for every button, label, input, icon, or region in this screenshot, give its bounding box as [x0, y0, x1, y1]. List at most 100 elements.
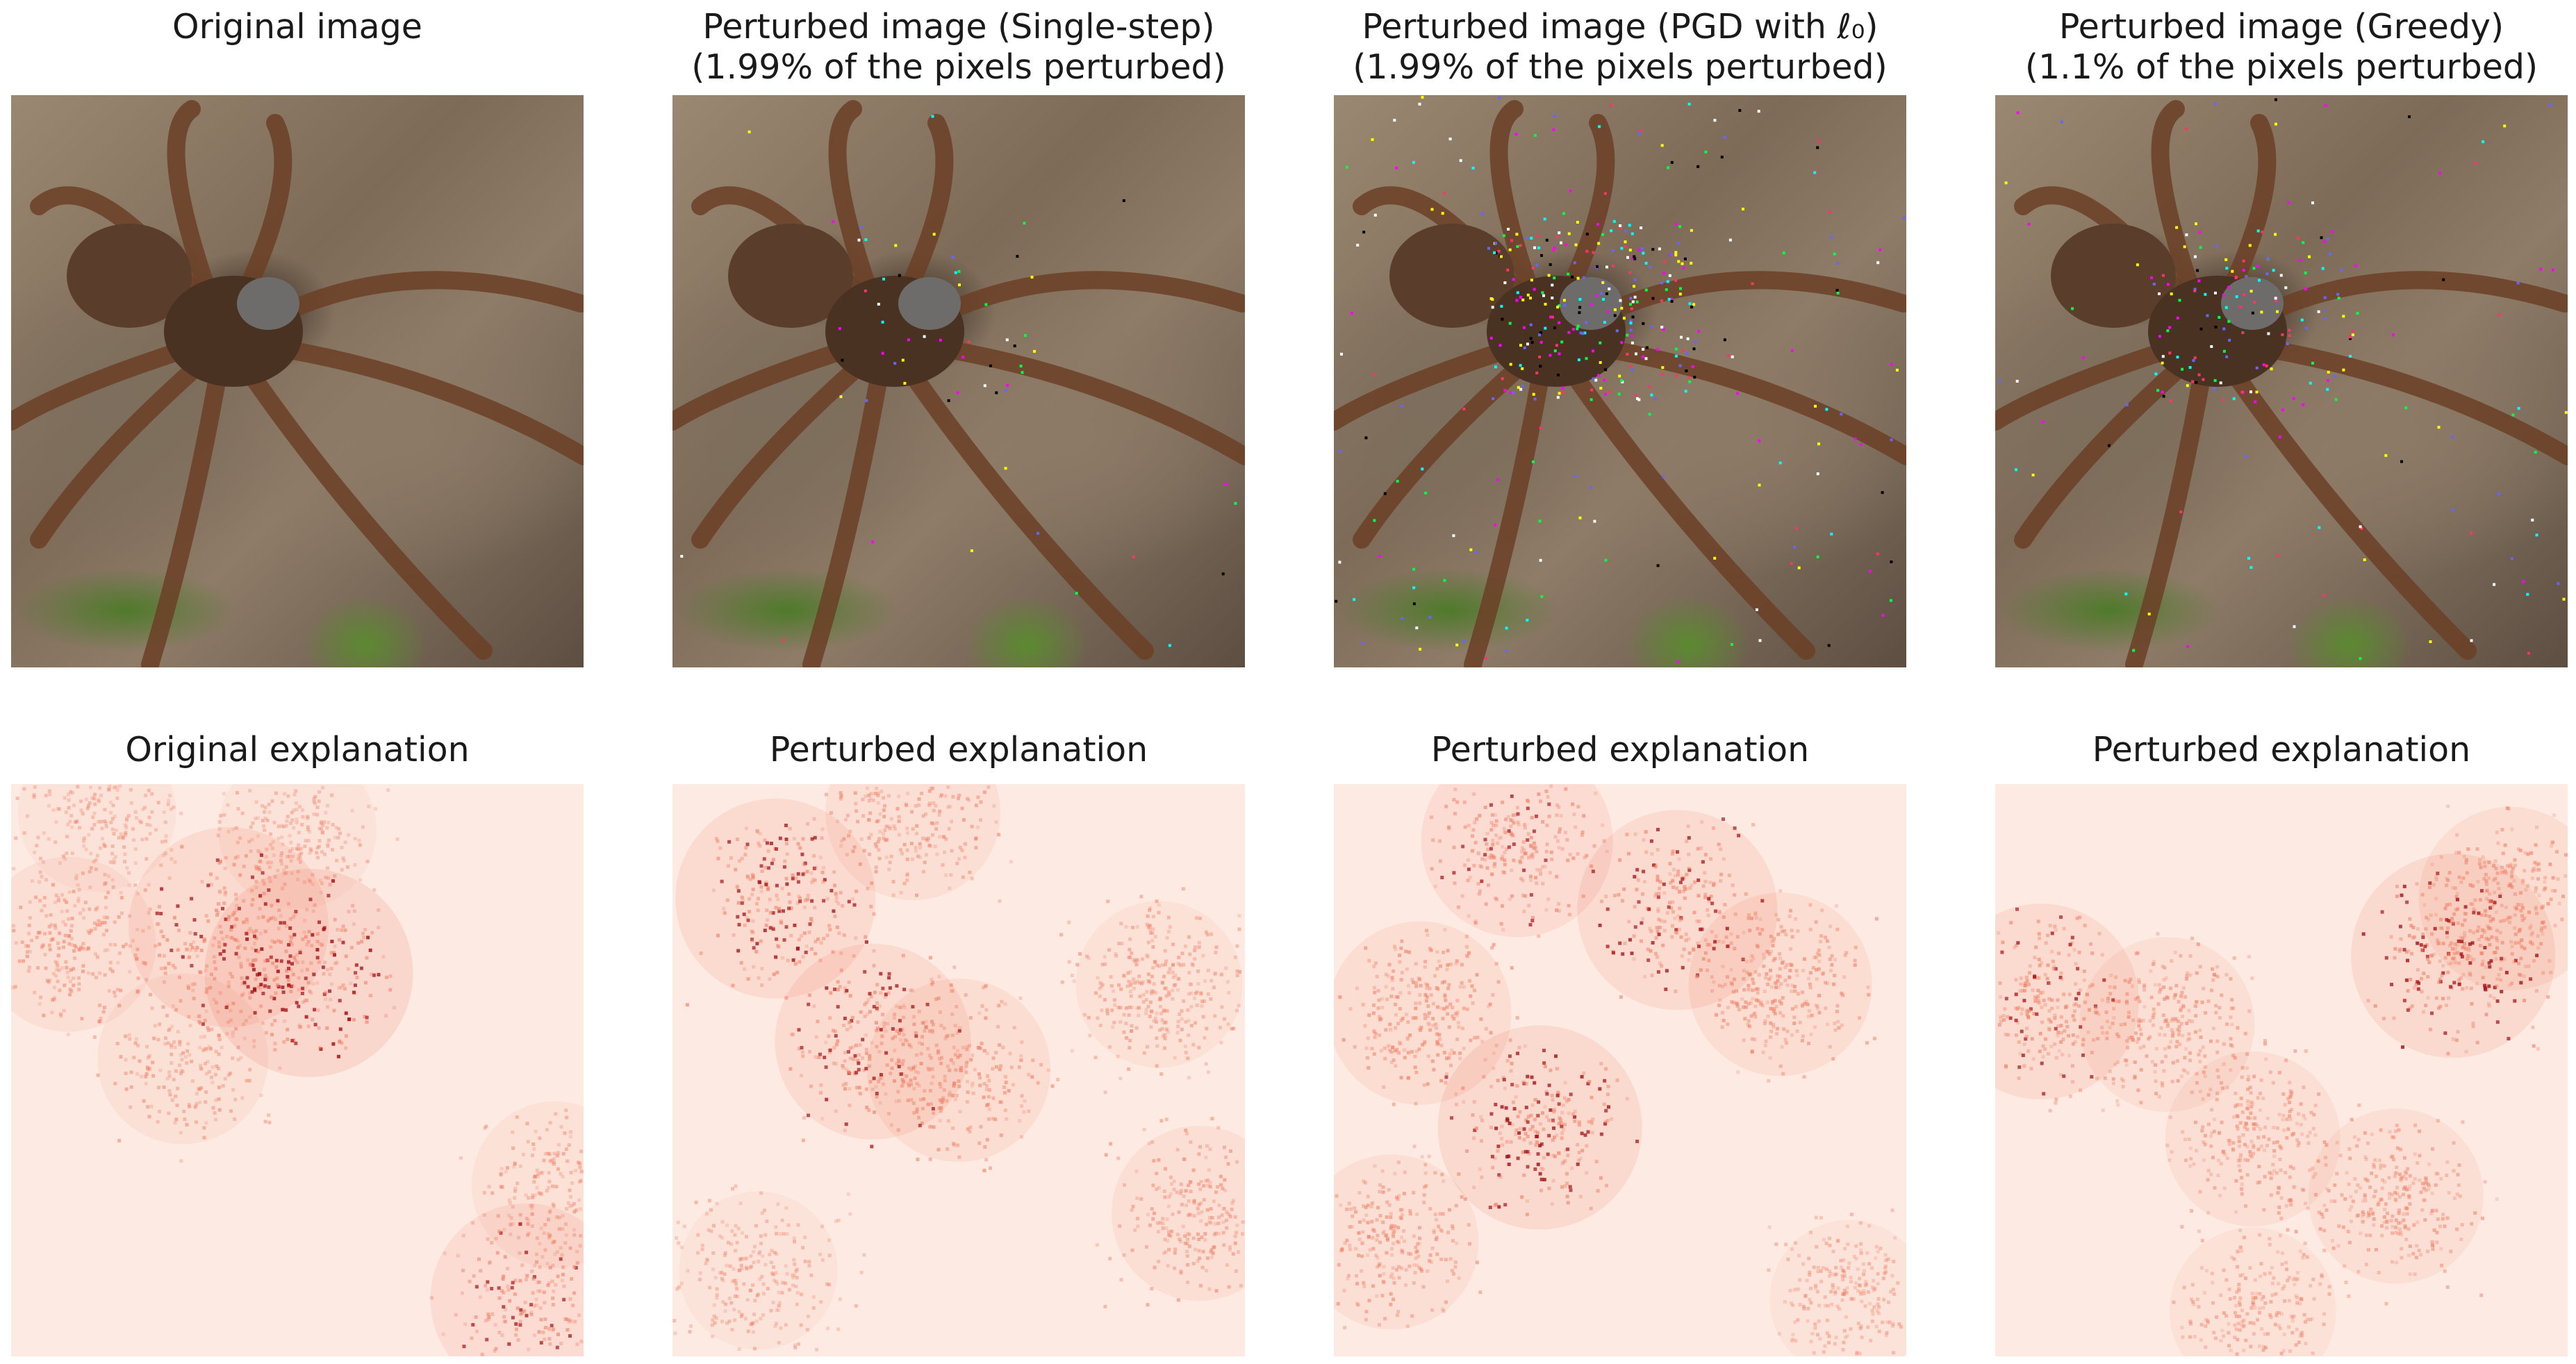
heatmap-cell: [194, 948, 198, 952]
heatmap-cell: [1187, 1232, 1191, 1236]
heatmap-cell: [288, 917, 292, 921]
heatmap-cell: [1576, 1142, 1580, 1147]
perturbed-pixel: [1751, 282, 1754, 285]
perturbed-pixel: [2262, 363, 2265, 367]
heatmap-cell: [1222, 1206, 1226, 1211]
heatmap-cell: [1376, 1006, 1380, 1010]
heatmap-cell: [320, 850, 324, 854]
heatmap-cell: [1500, 1105, 1504, 1109]
heatmap-cell: [22, 831, 26, 835]
perturbed-pixel: [1641, 355, 1644, 358]
heatmap-cell: [1134, 1026, 1139, 1030]
perturbed-pixel: [2193, 288, 2197, 291]
heatmap-cell: [1112, 998, 1116, 1002]
heatmap-cell: [1224, 966, 1228, 970]
heatmap-cell: [56, 896, 60, 900]
heatmap-cell: [163, 1042, 167, 1046]
perturbed-pixel: [1351, 312, 1353, 315]
heatmap-cell: [1155, 1044, 1159, 1048]
heatmap-cell: [1194, 992, 1198, 995]
heatmap-cell: [167, 1111, 171, 1115]
heatmap-cell: [1233, 1234, 1237, 1238]
heatmap-cell: [145, 1072, 149, 1076]
heatmap-cell: [1176, 1298, 1180, 1302]
spider-illustration: [1995, 100, 2568, 667]
heatmap-cell: [1153, 960, 1157, 964]
heatmap-cell: [951, 1094, 955, 1097]
heatmap-cell: [533, 1263, 537, 1267]
heatmap-cell: [1445, 1072, 1448, 1076]
perturbed-pixel: [1508, 248, 1512, 251]
heatmap-cell: [812, 854, 816, 858]
heatmap-cell: [28, 900, 32, 904]
perturbed-pixel: [1372, 373, 1376, 376]
heatmap-cell: [559, 1257, 563, 1261]
heatmap-cell: [1512, 1107, 1517, 1111]
perturbed-pixel: [782, 638, 785, 642]
heatmap-cell: [1560, 1185, 1564, 1189]
heatmap-cell: [1625, 833, 1629, 836]
heatmap-cell: [1125, 1036, 1128, 1040]
heatmap-cell: [792, 1236, 796, 1240]
heatmap-cell: [1153, 1265, 1157, 1270]
heatmap-cell: [210, 1065, 215, 1069]
heatmap-cell: [1508, 1054, 1512, 1058]
perturbed-pixel: [1637, 249, 1641, 252]
heatmap-cell: [251, 875, 254, 879]
heatmap-canvas: [11, 784, 584, 1356]
heatmap-cell: [917, 803, 921, 807]
heatmap-cell: [253, 934, 256, 938]
heatmap-cell: [298, 805, 302, 808]
heatmap-cell: [518, 1320, 522, 1324]
heatmap-cell: [134, 1037, 138, 1041]
heatmap-cell: [277, 908, 281, 913]
heatmap-cell: [984, 1008, 989, 1012]
heatmap-cell: [861, 797, 865, 801]
heatmap-cell: [186, 1042, 190, 1046]
heatmap-cell: [1148, 906, 1153, 910]
heatmap-cell: [743, 923, 747, 927]
perturbed-pixel: [2539, 267, 2543, 271]
heatmap-cell: [986, 1117, 991, 1121]
heatmap-region: [679, 1191, 838, 1350]
heatmap-cell: [868, 811, 873, 815]
heatmap-cell: [309, 849, 313, 853]
heatmap-cell: [1455, 1010, 1460, 1015]
heatmap-cell: [1501, 1076, 1505, 1080]
perturbed-pixel: [2438, 172, 2442, 175]
heatmap-cell: [60, 966, 65, 970]
heatmap-cell: [1791, 1333, 1795, 1337]
heatmap-cell: [1539, 1177, 1544, 1181]
heatmap-cell: [534, 1174, 538, 1179]
heatmap-cell: [308, 897, 313, 901]
heatmap-cell: [875, 1092, 879, 1095]
heatmap-cell: [728, 1264, 732, 1268]
perturbed-pixel: [1525, 237, 1528, 240]
heatmap-cell: [574, 1265, 578, 1270]
perturbed-pixel: [2349, 337, 2352, 340]
heatmap-cell: [273, 1042, 277, 1045]
heatmap-cell: [1610, 1117, 1614, 1121]
heatmap-cell: [1819, 1269, 1823, 1273]
heatmap-cell: [484, 1124, 488, 1129]
heatmap-cell: [841, 1083, 845, 1087]
heatmap-cell: [47, 837, 51, 841]
heatmap-cell: [1185, 1249, 1189, 1254]
perturbed-pixel: [1571, 328, 1575, 331]
heatmap-cell: [309, 961, 313, 965]
perturbed-pixel: [1506, 268, 1510, 272]
heatmap-cell: [548, 1159, 552, 1163]
perturbed-pixel: [1547, 274, 1551, 277]
heatmap-cell: [204, 1047, 208, 1051]
perturbed-pixel: [1674, 253, 1678, 257]
heatmap-cell: [326, 1005, 330, 1009]
spider-leg: [914, 271, 1245, 333]
heatmap-cell: [734, 867, 738, 872]
heatmap-cell: [842, 1024, 845, 1027]
heatmap-cell: [204, 1009, 208, 1013]
heatmap-cell: [276, 970, 280, 974]
heatmap-cell: [964, 842, 967, 846]
heatmap-cell: [80, 1017, 84, 1021]
heatmap-cell: [1005, 1080, 1009, 1084]
heatmap-cell: [810, 899, 814, 903]
